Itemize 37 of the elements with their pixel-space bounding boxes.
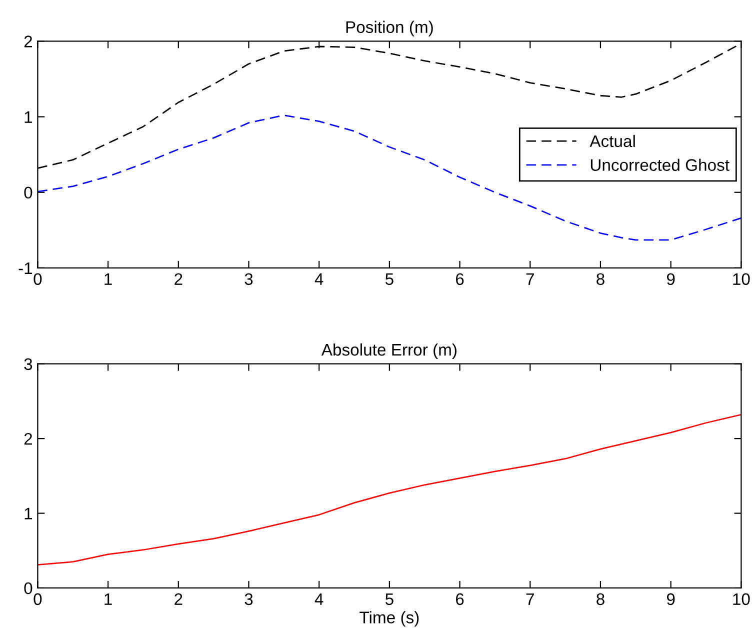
- x-tick-label: 3: [244, 273, 253, 286]
- y-tick-label: -1: [18, 262, 32, 274]
- x-tick-label: 8: [596, 593, 604, 606]
- x-tick-label: 10: [733, 593, 750, 606]
- y-tick-label: 0: [24, 186, 32, 199]
- x-tick-label: 9: [666, 273, 675, 286]
- x-tick-label: 6: [456, 273, 464, 286]
- y-tick-label: 1: [24, 508, 32, 520]
- x-tick-label: 4: [314, 273, 324, 285]
- x-tick-label: 4: [314, 593, 324, 605]
- legend-label: Actual: [590, 134, 635, 148]
- x-tick-label: 9: [666, 593, 675, 606]
- x-tick-label: 6: [456, 593, 464, 606]
- y-tick-label: 2: [24, 432, 32, 445]
- legend-label: Uncorrected Ghost: [590, 158, 730, 171]
- x-axis-title: Time (s): [360, 611, 419, 627]
- x-tick-label: 2: [174, 273, 182, 285]
- x-tick-label: 3: [244, 593, 253, 606]
- chart-title: Position (m): [346, 20, 433, 36]
- y-tick-label: 3: [24, 358, 32, 370]
- x-tick-label: 7: [526, 593, 534, 605]
- y-tick-label: 1: [24, 111, 32, 123]
- x-tick-label: 0: [34, 593, 42, 606]
- x-tick-label: 5: [385, 273, 394, 286]
- line-series: [38, 114, 742, 241]
- x-tick-label: 2: [174, 593, 182, 605]
- x-tick-label: 5: [385, 593, 394, 606]
- x-tick-label: 10: [733, 273, 750, 286]
- x-tick-label: 8: [596, 273, 604, 286]
- line-series: [38, 414, 742, 566]
- x-tick-label: 7: [526, 273, 534, 285]
- x-tick-label: 0: [34, 273, 42, 286]
- x-tick-label: 1: [104, 273, 112, 285]
- y-tick-label: 2: [24, 36, 32, 48]
- chart-title: Absolute Error (m): [321, 343, 456, 359]
- x-tick-label: 1: [104, 593, 112, 605]
- y-tick-label: 0: [24, 582, 32, 594]
